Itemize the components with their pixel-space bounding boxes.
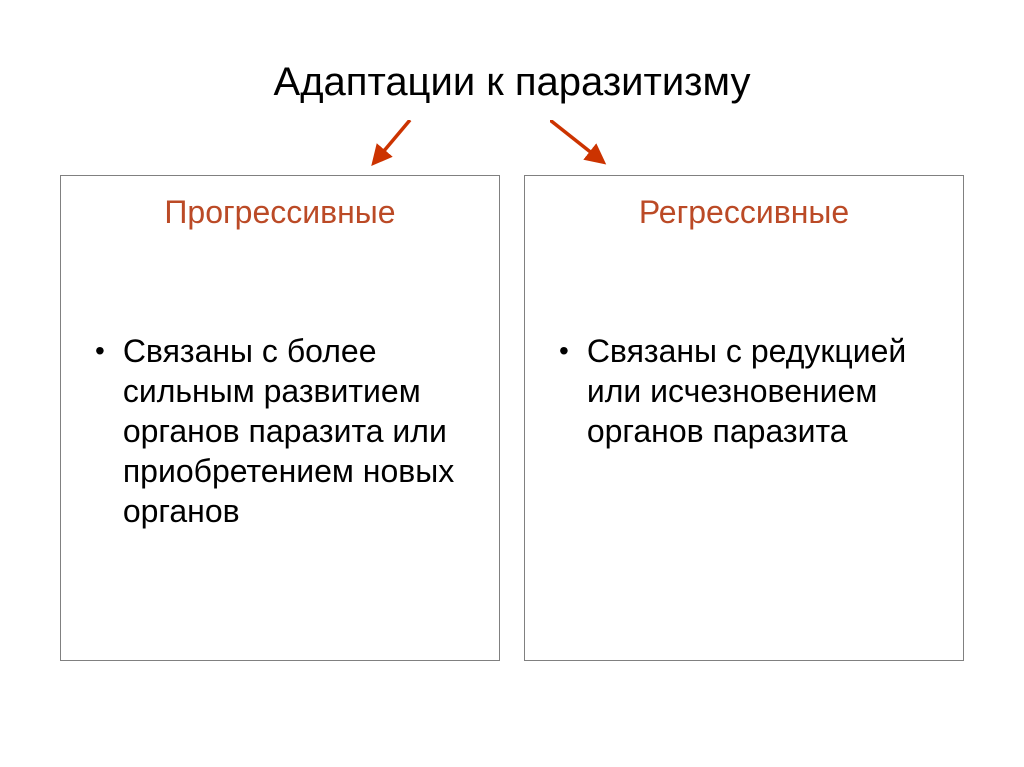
right-box-title: Регрессивные [549, 194, 939, 231]
left-box-content: • Связаны с более сильным развитием орга… [85, 331, 475, 531]
left-box: Прогрессивные • Связаны с более сильным … [60, 175, 500, 661]
bullet-text: Связаны с более сильным развитием органо… [123, 331, 475, 531]
right-box: Регрессивные • Связаны с редукцией или и… [524, 175, 964, 661]
arrows-container [0, 125, 1024, 175]
list-item: • Связаны с редукцией или исчезновением … [549, 331, 939, 451]
left-box-title: Прогрессивные [85, 194, 475, 231]
boxes-container: Прогрессивные • Связаны с более сильным … [0, 175, 1024, 661]
right-box-content: • Связаны с редукцией или исчезновением … [549, 331, 939, 451]
list-item: • Связаны с более сильным развитием орга… [85, 331, 475, 531]
bullet-text: Связаны с редукцией или исчезновением ор… [587, 331, 939, 451]
arrow-left-icon [370, 120, 430, 175]
arrow-right-icon [550, 120, 620, 175]
bullet-icon: • [559, 331, 569, 370]
bullet-icon: • [95, 331, 105, 370]
slide-title: Адаптации к паразитизму [0, 0, 1024, 125]
